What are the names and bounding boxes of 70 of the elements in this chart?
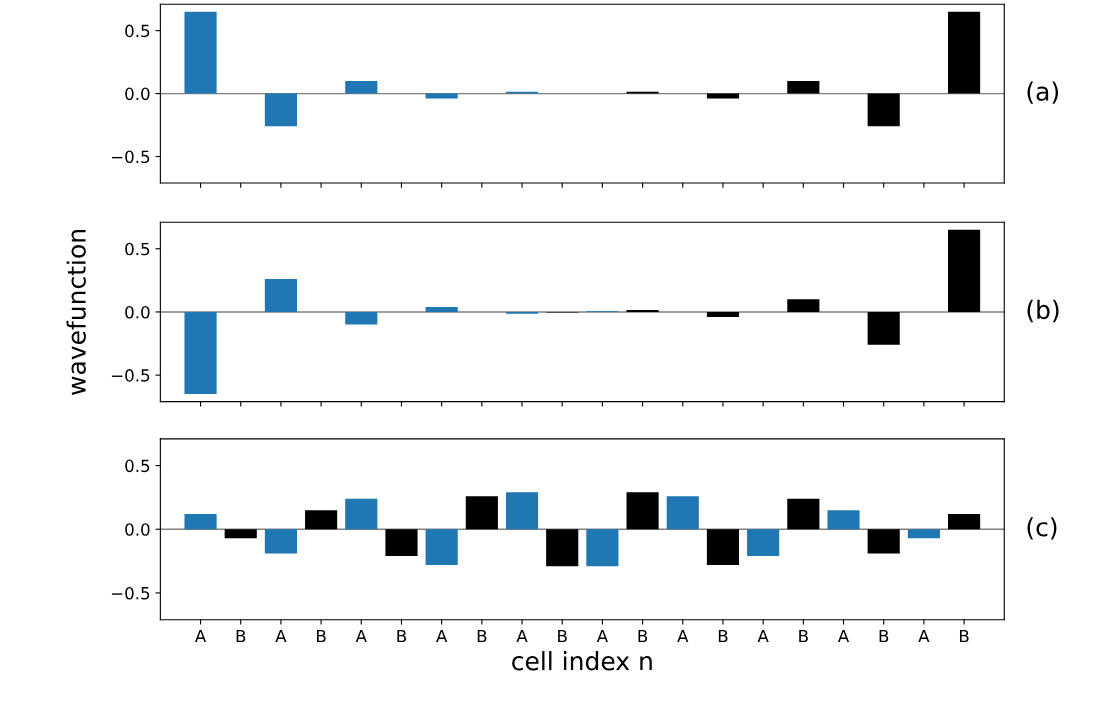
x-tick-label: A [275,629,287,643]
bar [425,306,458,312]
bar [666,496,699,530]
x-tick-label: A [837,629,850,643]
x-tick-label: A [596,629,608,643]
bar [947,11,981,94]
x-tick-label: B [638,629,648,643]
bar [706,93,740,99]
bar [747,529,780,556]
bar [184,311,217,395]
y-tick-label: −0.5 [111,369,150,382]
bar [465,496,498,530]
y-tick-label: 0.0 [125,87,150,101]
bar [184,11,217,94]
bar [546,529,579,567]
bar [345,311,378,325]
bar [867,529,900,554]
bar [867,93,900,127]
bar [947,513,981,530]
y-tick-label: 0.0 [125,523,150,536]
bar [224,529,257,539]
bar [827,510,860,530]
bar [706,311,740,317]
bar [425,529,458,565]
y-tick-label: −0.5 [111,150,150,164]
x-tick-label: B [959,629,969,643]
bar [787,299,820,312]
x-tick-label: B [799,629,808,643]
x-axis-title: cell index n [512,651,652,671]
bar [586,529,619,567]
x-tick-label: A [757,629,769,643]
x-tick-label: A [677,629,689,643]
y-tick-label: −0.5 [111,586,150,600]
x-tick-label: B [718,629,728,643]
bar [385,529,418,556]
bar [626,492,659,530]
bar [787,81,820,94]
y-tick-label: 0.5 [125,24,150,38]
bar [505,492,539,530]
text: (a) [1027,81,1059,104]
x-tick-label: B [397,629,407,643]
x-tick-label: B [236,629,246,643]
x-tick-label: A [516,629,528,643]
x-tick-label: B [879,629,889,643]
y-axis-title: wavefunction [66,230,86,395]
x-tick-label: B [558,629,567,643]
bar [947,229,981,312]
bar [867,311,900,345]
y-tick-label: 0.5 [125,459,150,473]
bar [264,93,297,127]
bar [305,510,338,530]
x-tick-label: A [355,629,367,643]
text: (b) [1027,299,1059,323]
x-tick-label: A [194,629,207,643]
bar [184,513,217,530]
x-tick-label: A [918,629,930,643]
bar [787,498,820,530]
bar [264,529,297,554]
text: (c) [1027,517,1057,540]
x-tick-label: A [436,629,448,643]
bar [907,529,940,539]
bar [425,93,458,99]
bar [345,81,378,94]
x-tick-label: B [477,629,487,643]
bar [345,498,378,530]
x-tick-label: B [317,629,326,643]
bar [706,529,740,565]
y-tick-label: 0.0 [125,305,150,319]
y-tick-label: 0.5 [125,242,150,256]
bar [264,279,297,312]
